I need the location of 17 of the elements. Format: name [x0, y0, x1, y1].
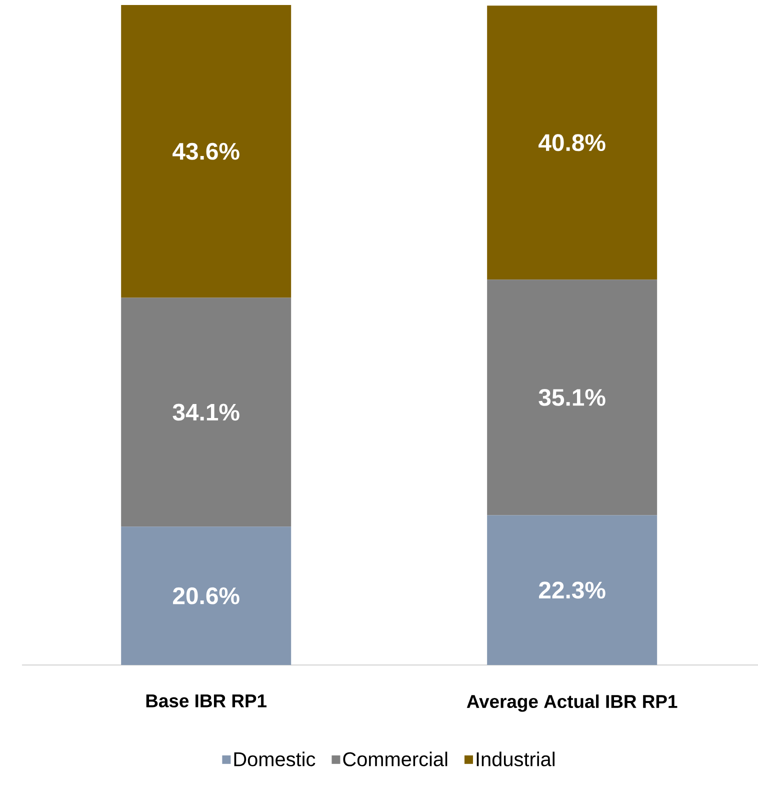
data-label: 22.3% [539, 582, 606, 599]
data-label: 34.1% [172, 404, 240, 421]
data-label: 40.8% [538, 134, 606, 152]
legend-label: Domestic [234, 752, 316, 766]
bar [487, 515, 658, 665]
legend-label: Industrial [476, 752, 554, 766]
data-label: 43.6% [172, 142, 240, 160]
data-label: 20.6% [173, 587, 240, 604]
x-tick-label: Base IBR RP1 [146, 694, 266, 708]
bar [487, 6, 658, 280]
bar [121, 4, 292, 298]
bar [121, 526, 292, 665]
bar [121, 298, 292, 527]
data-label: 35.1% [538, 388, 606, 406]
bar [487, 280, 658, 516]
x-tick-label: Average Actual IBR RP1 [466, 694, 678, 712]
legend-label: Commercial [343, 752, 448, 766]
